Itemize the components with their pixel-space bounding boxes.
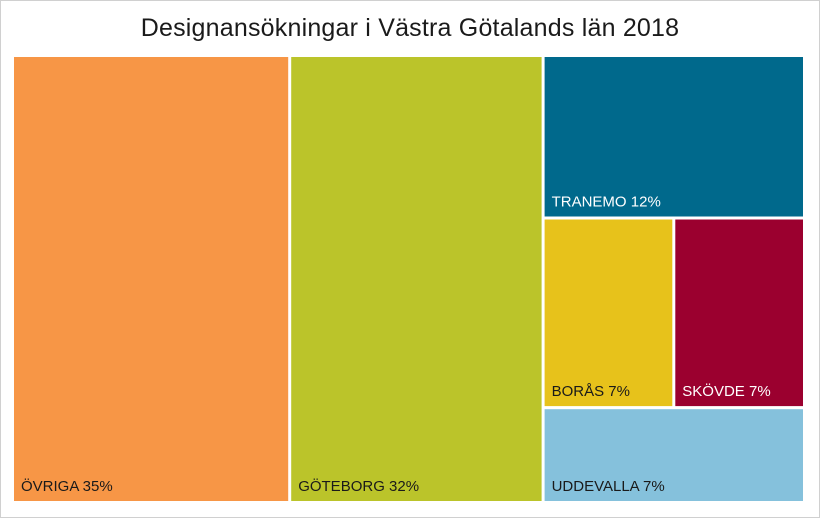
chart-title: Designansökningar i Västra Götalands län… <box>140 14 680 42</box>
treemap-label-ovriga: ÖVRIGA 35% <box>21 477 113 495</box>
treemap-tile-boras <box>544 219 673 407</box>
treemap-tile-ovriga <box>14 57 289 501</box>
treemap-label-goteborg: GÖTEBORG 32% <box>298 477 419 495</box>
treemap-tile-skovde <box>675 219 803 407</box>
treemap-label-skovde: SKÖVDE 7% <box>682 382 770 400</box>
treemap-label-boras: BORÅS 7% <box>552 383 630 400</box>
treemap-tile-goteborg <box>291 57 542 501</box>
treemap-label-uddevalla: UDDEVALLA 7% <box>552 478 665 495</box>
treemap-label-tranemo: TRANEMO 12% <box>552 194 661 211</box>
treemap-tile-uddevalla <box>544 409 803 501</box>
treemap-tile-tranemo <box>544 57 803 217</box>
